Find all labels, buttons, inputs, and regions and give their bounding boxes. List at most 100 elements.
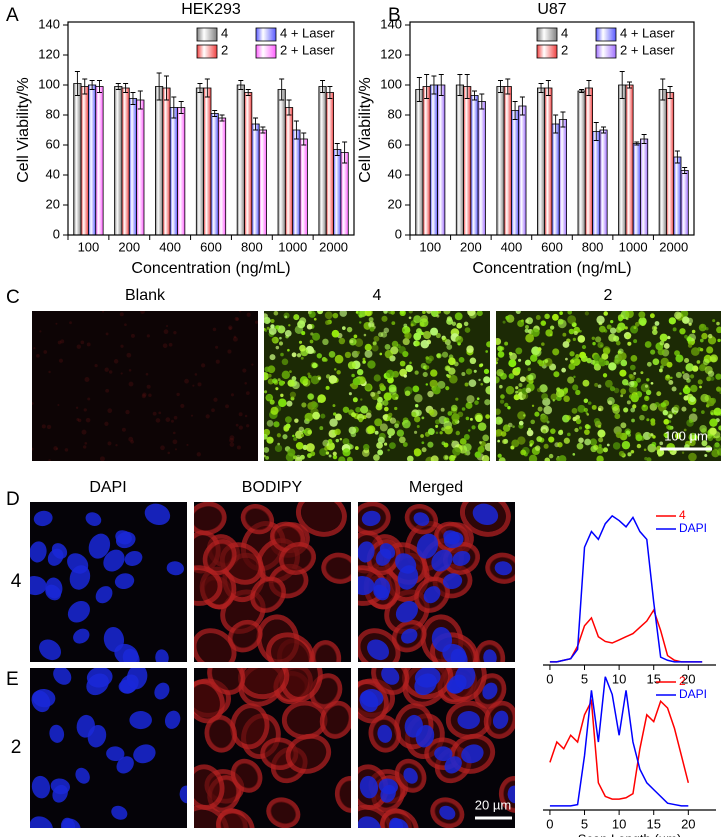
cell bbox=[359, 321, 362, 324]
micro-image bbox=[30, 502, 187, 662]
nucleus bbox=[115, 530, 132, 545]
cell bbox=[374, 430, 379, 435]
cell bbox=[688, 418, 694, 424]
bar bbox=[536, 87, 546, 236]
cell bbox=[485, 350, 489, 353]
nucleus bbox=[111, 805, 128, 820]
speck bbox=[43, 350, 48, 354]
error-bar bbox=[301, 132, 307, 146]
cell bbox=[576, 442, 584, 450]
speck bbox=[232, 336, 238, 342]
cell bbox=[574, 427, 579, 433]
x-tick-label: 100 bbox=[419, 239, 441, 254]
cell bbox=[383, 311, 388, 314]
cell bbox=[599, 325, 606, 333]
cytoplasm bbox=[380, 808, 419, 828]
cell bbox=[332, 454, 338, 460]
speck bbox=[190, 414, 194, 417]
cell bbox=[584, 438, 591, 446]
cell bbox=[470, 417, 473, 421]
nucleus bbox=[444, 756, 462, 774]
cell bbox=[482, 434, 490, 442]
cell bbox=[587, 401, 592, 405]
error-bar bbox=[479, 93, 485, 110]
cell bbox=[518, 382, 523, 388]
cell bbox=[387, 428, 396, 437]
bar bbox=[162, 87, 171, 236]
cell bbox=[483, 368, 490, 374]
speck bbox=[36, 354, 40, 358]
bar bbox=[599, 129, 608, 236]
cell bbox=[370, 391, 376, 397]
cell bbox=[301, 331, 306, 336]
cell bbox=[353, 334, 358, 339]
cell bbox=[451, 404, 458, 412]
speck bbox=[32, 402, 34, 405]
cell bbox=[461, 371, 466, 376]
cell bbox=[276, 433, 281, 438]
cell bbox=[586, 425, 591, 430]
nucleus bbox=[154, 682, 170, 700]
y-tick-label: 40 bbox=[388, 166, 402, 181]
x-tick-label: 20 bbox=[681, 816, 695, 831]
nucleus bbox=[373, 577, 391, 599]
cell bbox=[620, 422, 627, 429]
speck bbox=[238, 412, 243, 417]
cell bbox=[555, 389, 565, 398]
cell bbox=[293, 455, 297, 460]
cell bbox=[334, 354, 344, 364]
cell bbox=[636, 377, 642, 383]
cell bbox=[299, 454, 305, 460]
cell bbox=[626, 334, 631, 339]
cell bbox=[517, 436, 526, 445]
cell bbox=[439, 431, 443, 435]
cell bbox=[552, 348, 560, 356]
cytoplasm bbox=[404, 503, 439, 535]
cytoplasm bbox=[234, 763, 259, 789]
error-bar bbox=[634, 141, 640, 146]
bar bbox=[429, 84, 438, 236]
error-bar bbox=[682, 167, 688, 174]
cell bbox=[306, 323, 313, 330]
cell bbox=[717, 338, 721, 343]
cell bbox=[656, 391, 662, 397]
cell bbox=[382, 414, 389, 420]
cell bbox=[317, 376, 321, 380]
cell bbox=[443, 311, 451, 315]
nucleus bbox=[492, 710, 509, 729]
speck bbox=[172, 431, 176, 435]
cell bbox=[525, 387, 532, 393]
speck bbox=[173, 415, 178, 420]
cell bbox=[278, 341, 284, 346]
speck bbox=[165, 417, 171, 422]
cell bbox=[570, 359, 575, 364]
speck bbox=[192, 384, 195, 387]
error-bar bbox=[519, 96, 525, 116]
speck bbox=[200, 363, 206, 368]
x-tick-label: 10 bbox=[612, 816, 626, 831]
error-bar bbox=[334, 143, 340, 156]
cell bbox=[621, 440, 631, 450]
cell bbox=[291, 376, 297, 381]
cell bbox=[652, 329, 658, 335]
cell bbox=[654, 321, 660, 326]
cell bbox=[334, 428, 341, 436]
cell bbox=[626, 400, 631, 405]
bar bbox=[236, 84, 245, 236]
cell bbox=[402, 419, 411, 429]
cell bbox=[642, 404, 646, 408]
speck bbox=[168, 342, 173, 347]
cell bbox=[421, 447, 427, 453]
error-bar bbox=[238, 80, 244, 90]
error-bar bbox=[424, 74, 430, 99]
cell bbox=[365, 412, 372, 419]
cell bbox=[333, 412, 337, 416]
cell bbox=[485, 385, 490, 395]
nucleus bbox=[358, 541, 375, 563]
cell bbox=[356, 350, 361, 355]
speck bbox=[173, 330, 177, 335]
cell bbox=[338, 337, 346, 345]
cell bbox=[293, 314, 298, 319]
x-tick-label: 1000 bbox=[619, 239, 648, 254]
cytoplasm bbox=[430, 797, 465, 828]
